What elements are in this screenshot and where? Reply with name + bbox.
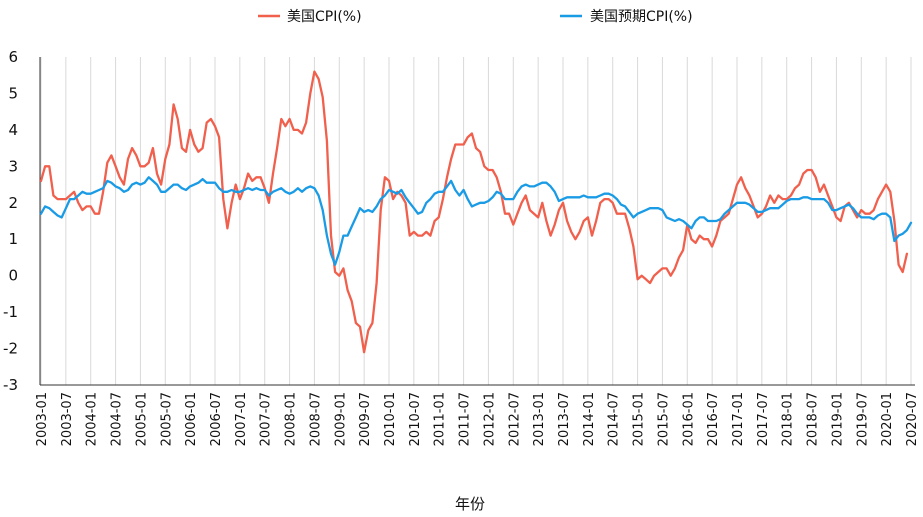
y-tick-label: -1 <box>3 303 18 321</box>
x-tick-label: 2005-07 <box>159 392 174 446</box>
x-tick-label: 2008-07 <box>308 392 323 446</box>
y-tick-label: -2 <box>3 340 18 358</box>
y-tick-label: 5 <box>8 84 18 102</box>
x-tick-label: 2009-07 <box>358 392 373 446</box>
y-tick-label: 6 <box>8 48 18 66</box>
x-axis: 2003-01 2003-07 2004-01 2004-07 2005-01 2005-… <box>35 384 920 446</box>
x-tick-label: 2017-07 <box>756 392 771 446</box>
legend-label-expected-cpi: 美国预期CPI(%) <box>590 9 693 25</box>
x-tick-label: 2019-07 <box>855 392 870 446</box>
x-tick-label: 2006-01 <box>184 392 199 446</box>
x-tick-label: 2012-07 <box>507 392 522 446</box>
x-tick-label: 2010-07 <box>408 392 423 446</box>
x-tick-label: 2011-07 <box>458 392 473 446</box>
y-tick-label: 0 <box>8 267 18 285</box>
x-tick-label: 2006-07 <box>209 392 224 446</box>
legend-label-cpi: 美国CPI(%) <box>287 9 362 25</box>
x-axis-title: 年份 <box>455 495 485 513</box>
x-tick-label: 2015-01 <box>632 392 647 446</box>
y-tick-label: -3 <box>3 376 18 394</box>
x-tick-label: 2008-01 <box>284 392 299 446</box>
x-tick-label: 2009-01 <box>333 392 348 446</box>
legend-item-cpi[interactable]: 美国CPI(%) <box>258 9 362 25</box>
x-tick-label: 2013-01 <box>532 392 547 446</box>
y-tick-label: 1 <box>8 230 18 248</box>
gridlines <box>40 57 912 385</box>
x-tick-label: 2018-01 <box>781 392 796 446</box>
x-tick-label: 2020-07 <box>905 392 920 446</box>
x-tick-label: 2015-07 <box>656 392 671 446</box>
x-tick-label: 2007-01 <box>234 392 249 446</box>
x-tick-label: 2004-07 <box>110 392 125 446</box>
y-tick-label: 3 <box>8 157 18 175</box>
x-tick-label: 2003-07 <box>60 392 75 446</box>
x-tick-label: 2012-01 <box>482 392 497 446</box>
x-tick-label: 2016-01 <box>681 392 696 446</box>
x-tick-label: 2004-01 <box>85 392 100 446</box>
x-tick-label: 2011-01 <box>433 392 448 446</box>
series-line-cpi <box>39 70 909 354</box>
x-tick-label: 2016-07 <box>706 392 721 446</box>
x-tick-label: 2005-01 <box>134 392 149 446</box>
x-tick-label: 2010-01 <box>383 392 398 446</box>
x-tick-label: 2013-07 <box>557 392 572 446</box>
legend-item-expected-cpi[interactable]: 美国预期CPI(%) <box>560 9 693 25</box>
x-tick-label: 2017-01 <box>731 392 746 446</box>
x-tick-label: 2020-01 <box>880 392 895 446</box>
x-tick-label: 2019-01 <box>830 392 845 446</box>
x-tick-label: 2014-01 <box>582 392 597 446</box>
series-group <box>39 70 913 354</box>
series-line-expected-cpi <box>39 176 913 266</box>
y-axis: 6 5 4 3 2 1 0 -1 -2 -3 <box>3 48 41 394</box>
y-tick-label: 4 <box>8 121 18 139</box>
x-tick-label: 2007-07 <box>259 392 274 446</box>
x-tick-label: 2014-07 <box>607 392 622 446</box>
x-tick-label: 2018-07 <box>806 392 821 446</box>
legend: 美国CPI(%) 美国预期CPI(%) <box>258 9 693 25</box>
y-tick-label: 2 <box>8 194 18 212</box>
x-tick-label: 2003-01 <box>35 392 50 446</box>
